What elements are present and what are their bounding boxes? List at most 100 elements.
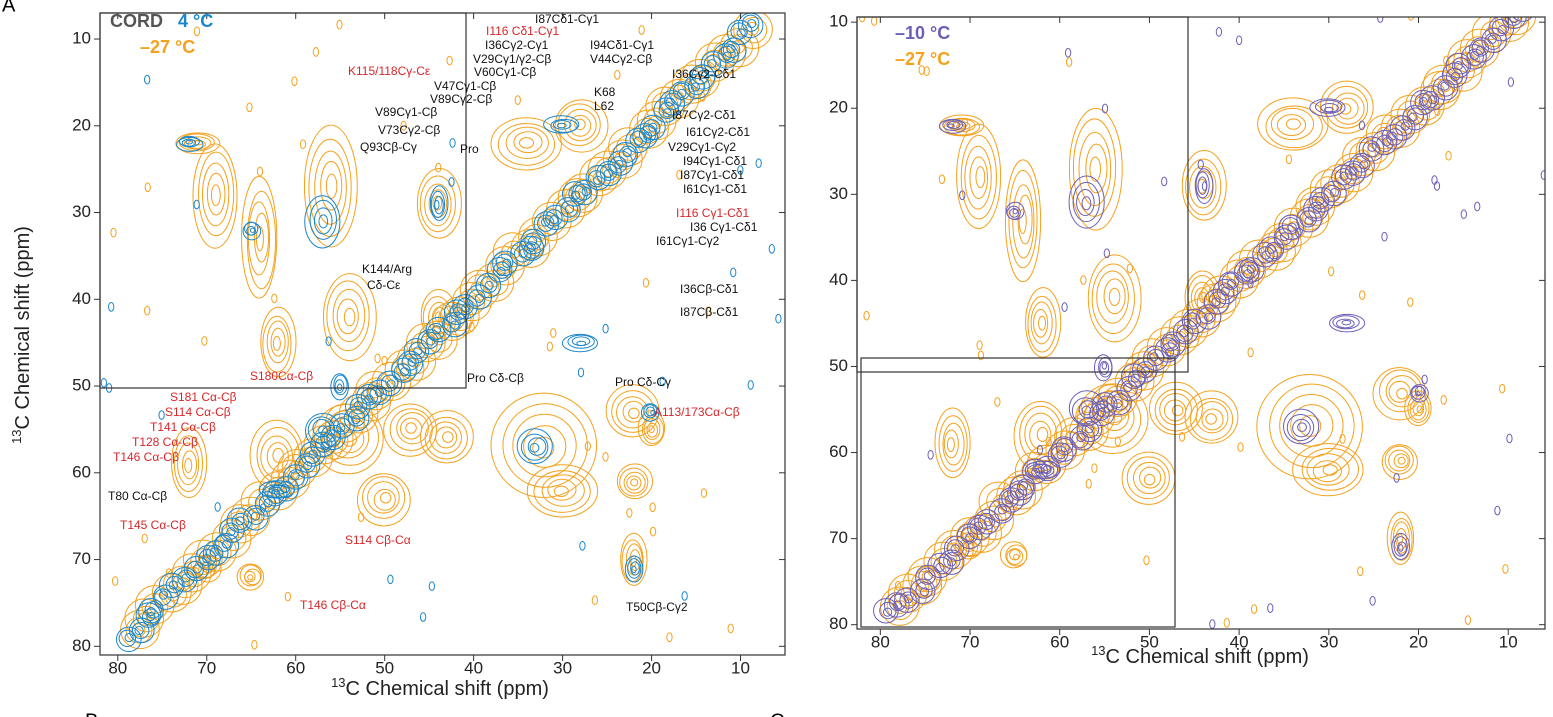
contour: [145, 306, 150, 315]
contour: [1005, 160, 1040, 282]
contour: [111, 228, 116, 237]
contour: [667, 633, 672, 642]
contour: [344, 308, 355, 325]
y-tick-label: 70: [72, 549, 91, 568]
contour: [769, 245, 774, 254]
peak-annotation: I36Cγ2-Cδ1: [672, 67, 736, 81]
contour: [776, 314, 781, 323]
contour: [947, 438, 954, 452]
contour: [1382, 232, 1387, 241]
y-tick-label: 30: [829, 184, 848, 203]
contour: [250, 420, 303, 490]
contour: [530, 443, 539, 452]
contour: [1286, 119, 1300, 129]
contour: [1198, 160, 1203, 169]
peak-annotation: Pro: [460, 142, 479, 156]
contour: [1248, 348, 1253, 357]
contour: [1280, 394, 1343, 457]
contour: [928, 450, 933, 459]
contour: [1441, 396, 1446, 405]
contour: [1417, 406, 1422, 413]
peak-annotation: S114 Cα-Cβ: [165, 405, 231, 419]
peak-annotation: Pro Cδ-Cγ: [615, 375, 671, 389]
contour: [1251, 605, 1256, 614]
contour: [935, 408, 970, 478]
peak-annotation: K115/118Cγ-Cε: [348, 64, 431, 78]
contour: [319, 215, 328, 228]
peak-annotation: V73Cγ2-Cβ: [378, 123, 440, 137]
contour: [1006, 545, 1027, 566]
x-tick-label: 50: [375, 658, 394, 677]
contour: [215, 503, 220, 512]
peak-annotation: I61Cγ1-Cδ1: [683, 182, 747, 196]
contour: [728, 624, 733, 633]
contour: [313, 48, 318, 57]
peak-annotation: V47Cγ1-Cβ: [434, 79, 496, 93]
x-tick-label: 10: [1499, 632, 1518, 651]
contour: [1461, 210, 1466, 219]
contour: [1508, 78, 1513, 87]
contour: [570, 115, 591, 136]
contour: [1086, 479, 1091, 488]
x-tick-label: 60: [286, 658, 305, 677]
x-tick-label: 40: [1230, 632, 1249, 651]
contour: [603, 324, 608, 333]
legend-entry: 4 °C: [178, 11, 213, 31]
legend-entry: CORD: [110, 11, 163, 31]
contour: [449, 178, 454, 187]
contour: [1394, 474, 1399, 483]
contour: [1398, 457, 1405, 464]
contour: [1088, 255, 1141, 342]
contour: [1257, 374, 1363, 478]
contour: [1065, 48, 1070, 57]
y-tick-label: 30: [72, 202, 91, 221]
contour: [285, 592, 290, 601]
contour: [1397, 388, 1408, 398]
contour: [109, 303, 114, 312]
contour: [331, 374, 349, 400]
contour: [615, 71, 620, 80]
contour: [1328, 267, 1333, 276]
contour: [401, 418, 422, 439]
contour: [1092, 464, 1097, 473]
contour: [1069, 176, 1104, 228]
contour: [1090, 157, 1101, 181]
contour: [603, 452, 608, 461]
contour: [1014, 554, 1019, 559]
contour: [159, 411, 164, 420]
contour: [101, 378, 106, 387]
contour: [1086, 144, 1107, 193]
peak-annotation: Cδ-Cε: [367, 278, 401, 292]
y-tick-label: 80: [72, 636, 91, 655]
contour: [1007, 549, 1023, 565]
x-tick-label: 50: [1140, 632, 1159, 651]
spectrum-a: [101, 10, 781, 651]
peak-annotation: I94Cδ1-Cγ1: [590, 38, 654, 52]
contour: [429, 582, 434, 591]
contour: [1172, 405, 1183, 415]
contour: [629, 408, 640, 418]
contour: [682, 592, 687, 601]
y-tick-label: 50: [829, 356, 848, 375]
contour: [1323, 465, 1337, 475]
peak-annotation: V89Cγ2-Cβ: [430, 92, 492, 106]
contour: [466, 275, 492, 301]
contour: [895, 581, 900, 590]
panel-label: C: [770, 710, 784, 717]
x-tick-label: 60: [1050, 632, 1069, 651]
contour: [1150, 382, 1203, 434]
peak-annotation: S114 Cβ-Cα: [345, 533, 411, 547]
contour: [1286, 155, 1291, 164]
contour: [142, 534, 147, 543]
contour: [650, 527, 655, 536]
contour: [701, 489, 706, 498]
peak-annotation: I36 Cγ1-Cδ1: [690, 220, 758, 234]
contour: [1144, 474, 1155, 484]
contour: [643, 278, 648, 287]
contour: [578, 368, 583, 377]
peak-annotation: V44Cγ2-Cβ: [590, 52, 652, 66]
y-tick-label: 20: [829, 98, 848, 117]
contour: [575, 184, 591, 200]
contour: [514, 132, 542, 153]
y-tick-label: 20: [72, 115, 91, 134]
